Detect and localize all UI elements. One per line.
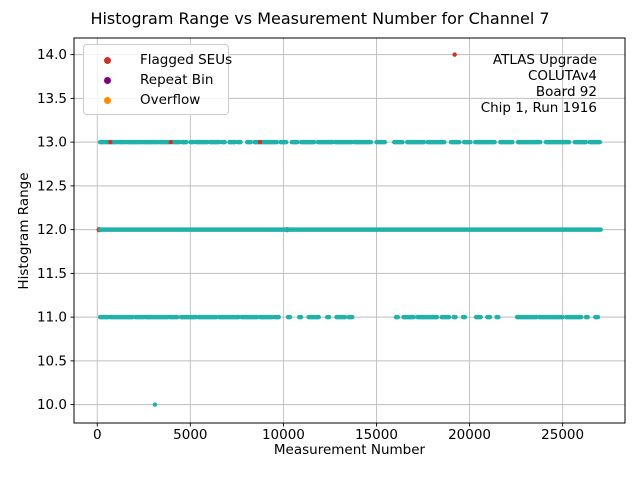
annotation-line: Chip 1, Run 1916 bbox=[480, 100, 597, 116]
svg-text:12.5: 12.5 bbox=[37, 178, 67, 194]
legend-item-overflow: Overflow bbox=[84, 90, 228, 110]
axes-spines bbox=[73, 37, 626, 424]
legend-label: Repeat Bin bbox=[140, 72, 214, 88]
svg-text:14.0: 14.0 bbox=[37, 47, 67, 63]
svg-text:0: 0 bbox=[93, 427, 102, 443]
flagged-seu-points bbox=[108, 52, 457, 145]
legend-item-repeat-bin: Repeat Bin bbox=[84, 70, 228, 90]
flagged-seus-marker-icon bbox=[104, 56, 111, 64]
histogram-range-points bbox=[97, 139, 604, 407]
svg-text:11.0: 11.0 bbox=[37, 310, 67, 326]
annotation: ATLAS Upgrade COLUTAv4 Board 92 Chip 1, … bbox=[481, 52, 597, 116]
legend-item-flagged-seus: Flagged SEUs bbox=[84, 50, 232, 70]
legend: Flagged SEUs Repeat Bin Overflow bbox=[83, 44, 232, 115]
annotation-line: Board 92 bbox=[535, 84, 597, 100]
svg-text:15000: 15000 bbox=[355, 427, 398, 443]
annotation-line: ATLAS Upgrade bbox=[492, 52, 597, 68]
svg-text:12.0: 12.0 bbox=[37, 222, 67, 238]
svg-text:11.5: 11.5 bbox=[37, 266, 67, 282]
svg-text:13.5: 13.5 bbox=[37, 91, 67, 107]
x-axis-label: Measurement Number bbox=[273, 442, 426, 458]
svg-text:10.0: 10.0 bbox=[37, 397, 67, 413]
svg-text:20000: 20000 bbox=[448, 427, 491, 443]
y-axis-label: Histogram Range bbox=[16, 172, 32, 290]
overflow-marker-icon bbox=[104, 96, 111, 104]
legend-label: Overflow bbox=[140, 92, 201, 108]
legend-label: Flagged SEUs bbox=[140, 52, 233, 68]
y-axis-ticks: 10.0 10.5 11.0 11.5 12.0 12.5 13.0 13.5 14.0 bbox=[37, 47, 74, 413]
svg-text:10.5: 10.5 bbox=[37, 353, 67, 369]
svg-text:5000: 5000 bbox=[173, 427, 207, 443]
repeat-bin-marker-icon bbox=[104, 76, 111, 84]
svg-text:25000: 25000 bbox=[541, 427, 584, 443]
chart-title: Histogram Range vs Measurement Number fo… bbox=[90, 9, 550, 28]
svg-text:13.0: 13.0 bbox=[37, 135, 67, 151]
svg-text:10000: 10000 bbox=[262, 427, 305, 443]
annotation-line: COLUTAv4 bbox=[527, 68, 597, 84]
x-axis-ticks: 0 5000 10000 15000 20000 25000 bbox=[93, 423, 584, 443]
